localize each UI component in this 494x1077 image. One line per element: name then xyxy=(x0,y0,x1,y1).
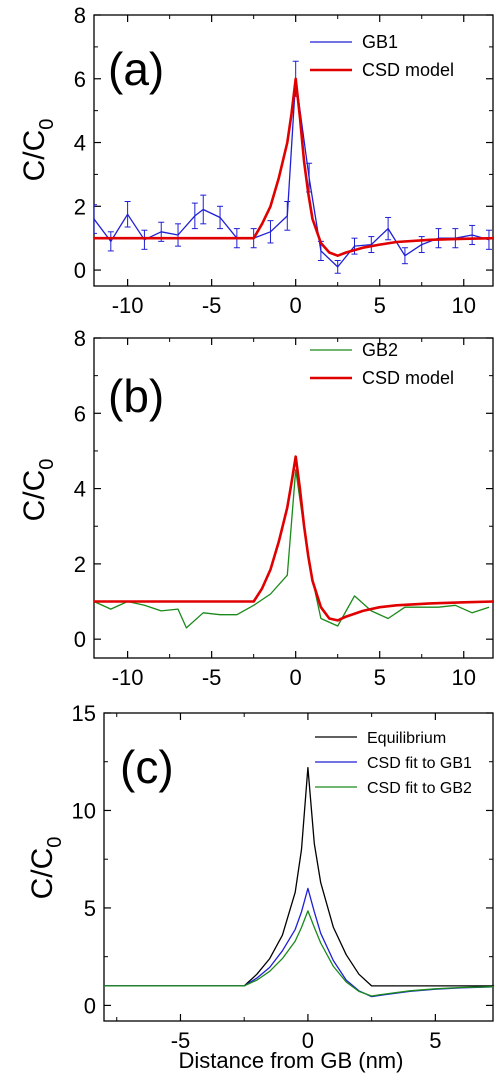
panel-label: (c) xyxy=(120,741,174,793)
plot-area xyxy=(104,766,494,998)
legend-label: CSD model xyxy=(362,60,454,80)
x-tick-label: -10 xyxy=(112,293,144,318)
panel-label: (a) xyxy=(108,43,164,95)
y-tick-label: 5 xyxy=(84,896,96,921)
y-tick-label: 0 xyxy=(74,627,86,652)
x-tick-label: 0 xyxy=(290,293,302,318)
legend-label: GB2 xyxy=(362,340,398,360)
x-tick-label: -10 xyxy=(112,665,144,690)
plot-frame xyxy=(93,14,494,287)
x-axis-label: Distance from GB (nm) xyxy=(179,1048,404,1073)
y-axis-label: C/C0 xyxy=(18,459,58,522)
y-tick-label: 0 xyxy=(84,993,96,1018)
x-tick-label: 5 xyxy=(374,665,386,690)
series-line-gb1 xyxy=(94,78,490,268)
y-tick-label: 8 xyxy=(74,3,86,28)
y-tick-label: 15 xyxy=(72,701,96,726)
y-tick-label: 4 xyxy=(74,477,86,502)
chart-panel-c: -5 0 5 0 5 10 15 Equilibrium CSD fit to GB1 CSD f… xyxy=(26,701,494,1073)
series-line-csd-fit-to-gb2 xyxy=(104,910,494,997)
y-axis-label-subscript: 0 xyxy=(36,119,58,130)
plot-frame xyxy=(103,712,494,1022)
y-tick-label: 0 xyxy=(74,258,86,283)
y-tick-label: 4 xyxy=(74,131,86,156)
series-line-csd-model xyxy=(94,77,494,257)
legend-label: GB1 xyxy=(362,32,398,52)
y-tick-label: 8 xyxy=(74,326,86,351)
plot-area xyxy=(94,455,494,629)
y-axis-label-main: C/C xyxy=(18,130,51,182)
y-tick-label: 2 xyxy=(74,194,86,219)
x-tick-label: 10 xyxy=(452,293,476,318)
x-tick-label: -5 xyxy=(171,1028,191,1053)
x-tick-label: -5 xyxy=(202,665,222,690)
plot-area xyxy=(94,60,494,274)
y-axis-label-subscript: 0 xyxy=(36,459,58,470)
series-line-gb2 xyxy=(94,469,490,629)
y-tick-label: 6 xyxy=(74,67,86,92)
y-axis-label: C/C0 xyxy=(18,119,58,182)
legend-label: Equilibrium xyxy=(367,730,446,747)
legend-label: CSD model xyxy=(362,368,454,388)
x-tick-label: 5 xyxy=(429,1028,441,1053)
legend-label: CSD fit to GB1 xyxy=(367,755,472,772)
y-axis-label-main: C/C xyxy=(26,848,59,900)
legend-label: CSD fit to GB2 xyxy=(367,780,472,797)
x-tick-label: 5 xyxy=(374,293,386,318)
x-tick-label: 0 xyxy=(302,1028,314,1053)
x-tick-label: 10 xyxy=(452,665,476,690)
y-axis-label-subscript: 0 xyxy=(44,837,66,848)
panel-label: (b) xyxy=(108,370,164,422)
x-tick-label: 0 xyxy=(290,665,302,690)
series-line-csd-fit-to-gb1 xyxy=(104,887,494,998)
x-tick-label: -5 xyxy=(202,293,222,318)
y-axis-label-main: C/C xyxy=(18,470,51,522)
y-tick-label: 6 xyxy=(74,401,86,426)
plot-frame xyxy=(93,337,494,659)
y-tick-label: 10 xyxy=(72,798,96,823)
series-line-equilibrium xyxy=(104,766,494,987)
y-tick-label: 2 xyxy=(74,552,86,577)
series-line-csd-model xyxy=(94,455,494,622)
y-axis-label: C/C0 xyxy=(26,837,66,900)
